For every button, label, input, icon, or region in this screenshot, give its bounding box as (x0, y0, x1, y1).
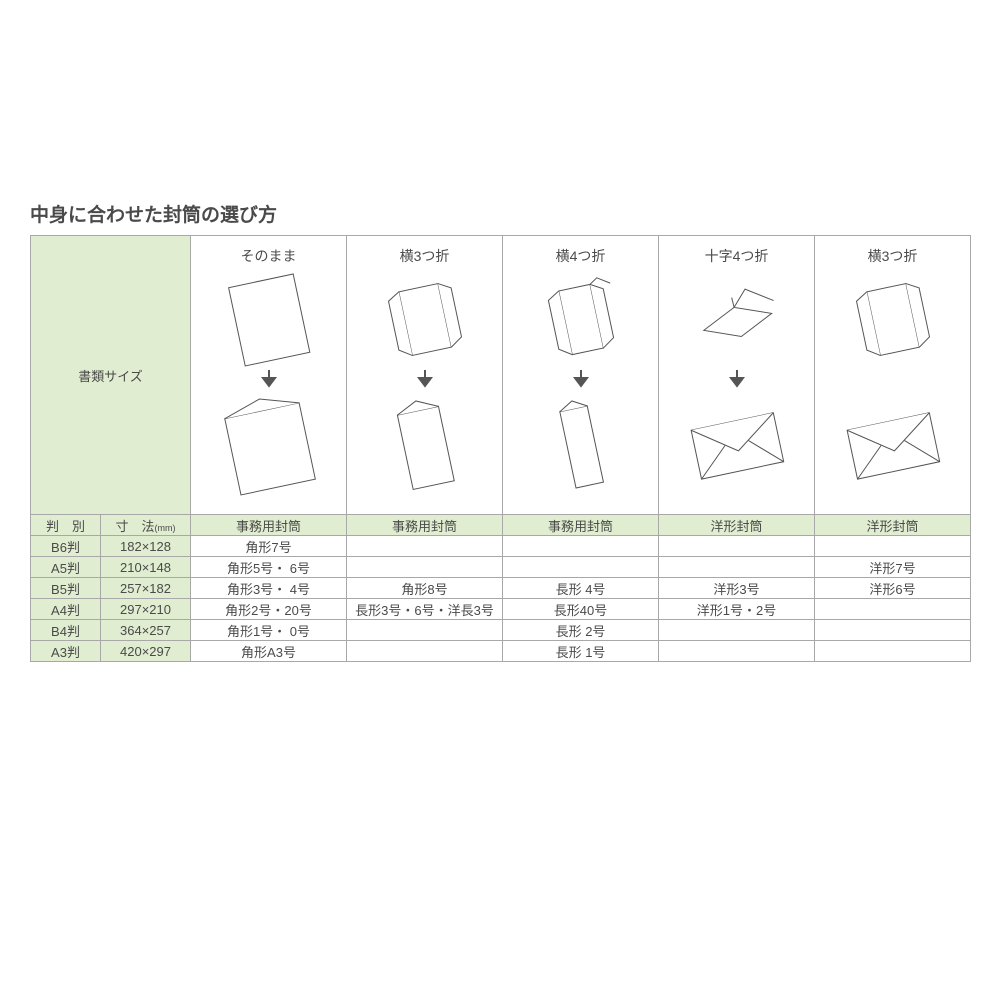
hdr-env-4: 洋形封筒 (815, 515, 971, 536)
doc-size-label: 書類サイズ (78, 369, 143, 384)
data-cell: 長形 2号 (503, 620, 659, 641)
data-cell (815, 599, 971, 620)
size-cell: A3判 (31, 641, 101, 662)
envelope-table: 書類サイズ そのまま (30, 235, 971, 662)
fold-col-3: 十字4つ折 (659, 236, 815, 515)
dim-cell: 297×210 (101, 599, 191, 620)
data-cell (347, 620, 503, 641)
hdr-env-2: 事務用封筒 (503, 515, 659, 536)
envelope-diagram-2 (541, 389, 621, 499)
hdr-size: 判 別 (31, 515, 101, 536)
data-cell: 長形 1号 (503, 641, 659, 662)
dim-cell: 420×297 (101, 641, 191, 662)
data-cell (659, 641, 815, 662)
size-cell: B6判 (31, 536, 101, 557)
table-row: B4判364×257角形1号・ 0号 長形 2号 (31, 620, 971, 641)
fold-label-4: 横3つ折 (868, 246, 918, 266)
fold-label-3: 十字4つ折 (705, 246, 769, 266)
page-title: 中身に合わせた封筒の選び方 (30, 200, 970, 227)
data-cell (503, 536, 659, 557)
data-cell: 洋形3号 (659, 578, 815, 599)
hdr-dim-unit: (mm) (155, 523, 176, 533)
table-row: A5判210×148角形5号・ 6号 洋形7号 (31, 557, 971, 578)
data-cell: 洋形7号 (815, 557, 971, 578)
fold-label-2: 横4つ折 (556, 246, 606, 266)
size-cell: A4判 (31, 599, 101, 620)
table-row: A4判297×210角形2号・20号長形3号・6号・洋長3号長形40号洋形1号・… (31, 599, 971, 620)
table-row: B5判257×182角形3号・ 4号角形8号長形 4号洋形3号洋形6号 (31, 578, 971, 599)
paper-diagram-0 (214, 272, 324, 367)
data-cell: 角形3号・ 4号 (191, 578, 347, 599)
paper-diagram-2 (531, 272, 631, 367)
data-cell (347, 536, 503, 557)
data-cell: 洋形6号 (815, 578, 971, 599)
size-cell: A5判 (31, 557, 101, 578)
data-cell: 角形2号・20号 (191, 599, 347, 620)
data-cell (815, 620, 971, 641)
arrow-icon-3 (728, 367, 746, 389)
arrow-icon-2 (572, 367, 590, 389)
hdr-env-1: 事務用封筒 (347, 515, 503, 536)
fold-col-0: そのまま (191, 236, 347, 515)
paper-diagram-1 (375, 272, 475, 367)
data-cell: 角形7号 (191, 536, 347, 557)
data-cell (347, 557, 503, 578)
hdr-env-3: 洋形封筒 (659, 515, 815, 536)
data-cell: 長形 4号 (503, 578, 659, 599)
doc-size-heading: 書類サイズ (31, 236, 191, 515)
fold-col-1: 横3つ折 (347, 236, 503, 515)
data-cell: 角形A3号 (191, 641, 347, 662)
envelope-diagram-4 (833, 389, 953, 499)
fold-label-0: そのまま (241, 246, 297, 266)
paper-diagram-3 (682, 272, 792, 367)
envelope-diagram-3 (677, 389, 797, 499)
paper-diagram-4 (843, 272, 943, 367)
data-cell (815, 641, 971, 662)
data-cell (659, 557, 815, 578)
data-cell (347, 641, 503, 662)
hdr-env-0: 事務用封筒 (191, 515, 347, 536)
size-cell: B5判 (31, 578, 101, 599)
arrow-icon-1 (416, 367, 434, 389)
size-cell: B4判 (31, 620, 101, 641)
arrow-icon-0 (260, 367, 278, 389)
data-cell: 長形3号・6号・洋長3号 (347, 599, 503, 620)
data-cell: 洋形1号・2号 (659, 599, 815, 620)
dim-cell: 257×182 (101, 578, 191, 599)
data-cell (659, 536, 815, 557)
table-row: B6判182×128角形7号 (31, 536, 971, 557)
data-cell: 長形40号 (503, 599, 659, 620)
data-cell: 角形1号・ 0号 (191, 620, 347, 641)
data-cell (815, 536, 971, 557)
data-cell: 角形8号 (347, 578, 503, 599)
fold-label-1: 横3つ折 (400, 246, 450, 266)
table-row: A3判420×297角形A3号 長形 1号 (31, 641, 971, 662)
fold-col-4: 横3つ折 (815, 236, 971, 515)
hdr-dim-label: 寸 法 (115, 519, 154, 534)
envelope-diagram-1 (380, 389, 470, 499)
dim-cell: 182×128 (101, 536, 191, 557)
dim-cell: 364×257 (101, 620, 191, 641)
dim-cell: 210×148 (101, 557, 191, 578)
envelope-diagram-0 (209, 389, 329, 499)
hdr-dim: 寸 法(mm) (101, 515, 191, 536)
fold-col-2: 横4つ折 (503, 236, 659, 515)
data-cell (659, 620, 815, 641)
data-cell (503, 557, 659, 578)
data-cell: 角形5号・ 6号 (191, 557, 347, 578)
